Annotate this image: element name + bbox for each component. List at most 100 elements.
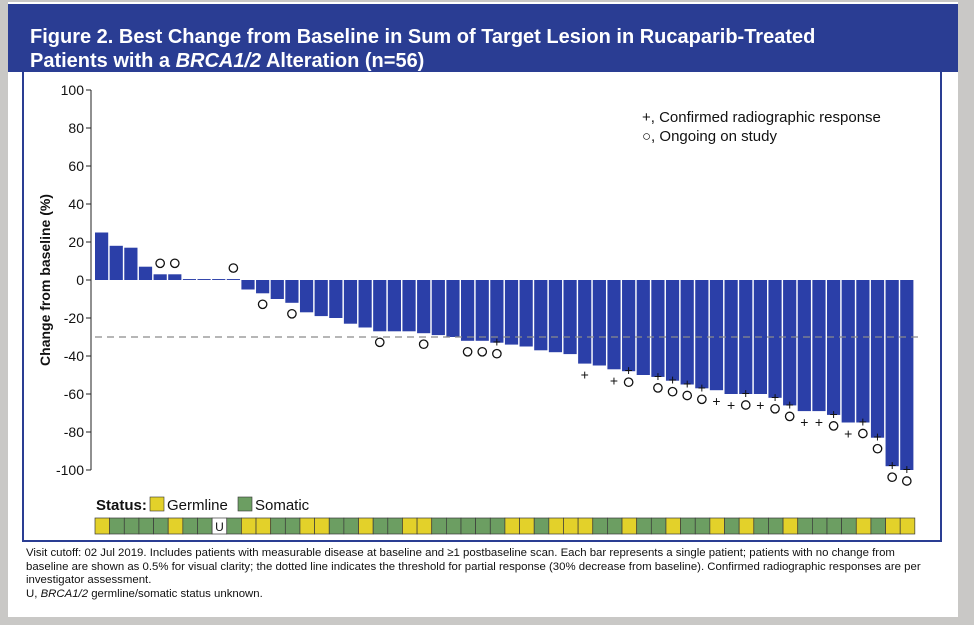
bar — [900, 280, 914, 470]
status-legend-somatic-label: Somatic — [255, 497, 310, 514]
bar — [431, 280, 445, 336]
status-cell — [504, 517, 520, 535]
status-cell — [109, 517, 125, 535]
footnote-u-suffix: germline/somatic status unknown. — [88, 587, 263, 600]
ongoing-marker — [287, 308, 297, 319]
status-legend-title: Status: — [96, 497, 147, 514]
ongoing-marker — [257, 299, 268, 310]
y-tick-label: -100 — [56, 462, 84, 478]
y-tick-label: 80 — [68, 120, 84, 136]
bar — [212, 279, 226, 280]
title-gene: BRCA1/2 — [175, 50, 262, 72]
waterfall-chart: 100 80 60 40 20 0 -20 -40 -60 -80 -100 Change from … — [37, 82, 920, 535]
status-cell — [284, 517, 301, 535]
status-cell — [358, 517, 374, 535]
status-cell — [899, 517, 916, 535]
status-cell — [314, 517, 330, 535]
bar — [709, 280, 724, 391]
ongoing-marker — [492, 348, 502, 359]
bar — [138, 266, 153, 280]
status-legend-germline-swatch — [149, 496, 165, 512]
status-cell — [431, 517, 447, 535]
confirmed-marker: + — [844, 426, 852, 442]
confirmed-marker: + — [698, 379, 706, 395]
legend-ongoing: ○, Ongoing on study — [642, 128, 777, 145]
confirmed-marker: + — [786, 396, 794, 412]
bar — [182, 279, 197, 280]
confirmed-marker: + — [668, 372, 676, 388]
bar — [387, 280, 401, 332]
status-cell — [724, 517, 740, 535]
figure-title-line1: Figure 2. Best Change from Baseline in S… — [30, 26, 816, 48]
ongoing-marker — [228, 263, 239, 273]
status-cell — [197, 517, 213, 535]
ongoing-marker — [667, 386, 678, 397]
bar — [870, 280, 885, 438]
bar — [665, 280, 680, 381]
status-cell — [167, 517, 184, 535]
y-tick-label: -80 — [64, 424, 84, 440]
confirmed-marker: + — [727, 397, 735, 413]
bar — [343, 280, 358, 324]
status-cell — [475, 517, 491, 535]
footnote: Visit cutoff: 02 Jul 2019. Includes pati… — [26, 547, 938, 601]
status-cell — [709, 517, 725, 535]
bar — [504, 280, 519, 345]
ongoing-marker — [770, 403, 780, 414]
status-cell — [372, 517, 389, 535]
status-cell — [563, 517, 579, 535]
status-cell — [797, 517, 813, 535]
bar — [578, 280, 592, 364]
bar — [461, 280, 475, 341]
y-tick-label: 60 — [68, 158, 84, 174]
bar — [153, 274, 167, 280]
status-cell — [812, 517, 828, 535]
status-cell — [885, 517, 901, 535]
ongoing-marker — [740, 400, 751, 410]
bar — [475, 280, 489, 341]
status-cell — [826, 517, 842, 535]
ongoing-marker — [828, 421, 839, 431]
bar — [124, 247, 138, 280]
status-cell — [636, 517, 652, 535]
status-cell — [402, 517, 418, 535]
chart-frame — [22, 72, 942, 542]
bar — [109, 245, 123, 280]
status-cell — [768, 517, 784, 535]
confirmed-marker: + — [800, 414, 808, 430]
status-cell — [548, 517, 564, 535]
ongoing-marker — [418, 339, 429, 350]
bar — [607, 280, 621, 370]
confirmed-marker: + — [625, 362, 633, 378]
bar — [841, 280, 855, 423]
bar — [651, 280, 665, 377]
bar — [314, 280, 328, 317]
footnote-u-gene: BRCA1/2 — [40, 587, 89, 600]
status-cell — [607, 517, 623, 535]
status-cell — [519, 517, 535, 535]
confirmed-marker: + — [815, 414, 823, 430]
bar — [490, 280, 504, 343]
status-cell — [665, 517, 681, 535]
status-cell — [460, 517, 476, 535]
bar — [226, 279, 240, 280]
status-cell — [94, 517, 110, 535]
y-tick-label: 20 — [68, 234, 84, 250]
status-cell — [123, 517, 140, 535]
y-tick-label: -20 — [64, 310, 84, 326]
bar — [797, 280, 811, 412]
y-tick-label: 40 — [68, 196, 84, 212]
bar — [373, 280, 387, 332]
bar — [270, 280, 284, 299]
confirmed-marker: + — [771, 389, 779, 405]
status-cell — [621, 517, 638, 535]
ongoing-marker — [901, 476, 912, 486]
bar — [812, 280, 826, 412]
ongoing-marker — [653, 383, 663, 393]
status-cell — [489, 517, 506, 535]
status-cell — [533, 517, 550, 535]
confirmed-marker: + — [903, 461, 911, 477]
confirmed-marker: + — [888, 457, 896, 473]
status-cell — [328, 517, 345, 535]
bar — [285, 280, 299, 303]
